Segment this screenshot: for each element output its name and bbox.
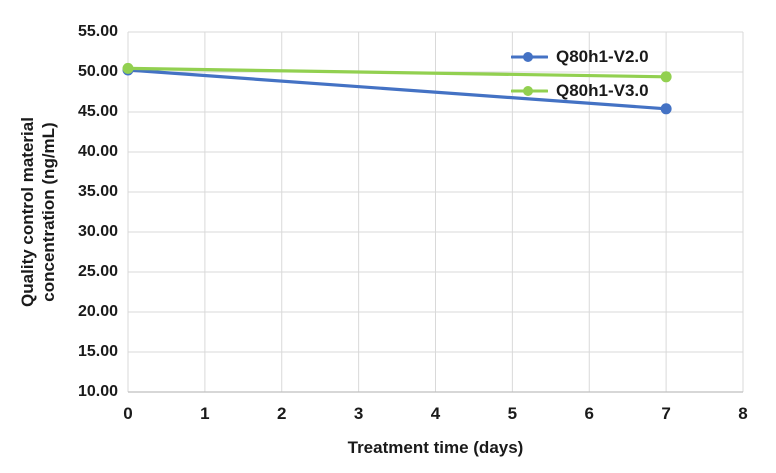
x-tick-label: 4: [430, 404, 441, 423]
y-tick-label: 20.00: [77, 303, 118, 320]
x-axis-title: Treatment time (days): [347, 438, 524, 457]
legend-line-marker-icon: [511, 51, 548, 62]
x-tick-label: 6: [584, 404, 594, 423]
y-tick-label: 50.00: [77, 63, 118, 80]
legend-label: Q80h1-V3.0: [556, 80, 649, 100]
x-tick-label: 0: [123, 404, 133, 423]
legend-item: Q80h1-V2.0: [511, 45, 649, 68]
x-tick-label: 7: [661, 404, 671, 423]
y-tick-label: 45.00: [77, 103, 118, 120]
y-tick-label: 35.00: [77, 183, 118, 200]
y-tick-label: 10.00: [77, 383, 118, 400]
x-tick-label: 3: [353, 404, 364, 423]
y-tick-label: 55.00: [77, 23, 118, 40]
x-tick-label: 5: [507, 404, 518, 423]
y-axis-title-line1: Quality control material: [18, 117, 37, 307]
legend-label: Q80h1-V2.0: [556, 46, 649, 66]
legend-item: Q80h1-V3.0: [511, 79, 649, 102]
y-tick-label: 15.00: [77, 343, 118, 360]
legend-line-marker-icon: [511, 85, 548, 96]
x-tick-label: 8: [738, 404, 748, 423]
y-tick-label: 40.00: [77, 143, 118, 160]
y-tick-label: 30.00: [77, 223, 118, 240]
y-tick-label: 25.00: [77, 263, 118, 280]
x-tick-label: 2: [277, 404, 287, 423]
x-tick-label: 1: [200, 404, 210, 423]
legend: Q80h1-V2.0 Q80h1-V3.0: [511, 45, 649, 102]
